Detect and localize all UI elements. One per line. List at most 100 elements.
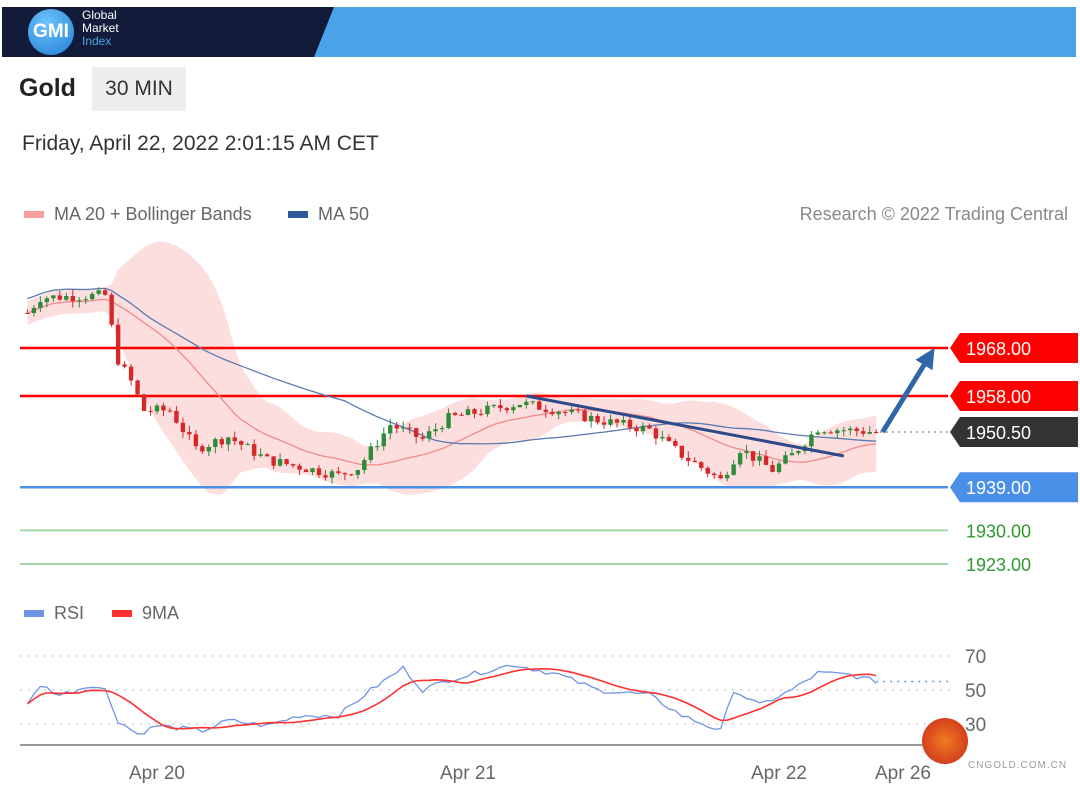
candle-body (264, 454, 270, 457)
candle (375, 440, 380, 451)
candle-body (245, 444, 250, 446)
candle-body (401, 427, 406, 429)
candle-body (70, 296, 75, 302)
candle-body (796, 451, 801, 454)
candle (200, 444, 205, 454)
candle-body (498, 405, 503, 409)
candle (420, 432, 425, 442)
rsi-swatch (24, 610, 44, 617)
candle-body (543, 409, 548, 412)
candle (355, 469, 361, 479)
candle (433, 423, 438, 437)
candle-body (750, 451, 756, 461)
candle (601, 416, 607, 429)
candle (640, 422, 646, 435)
candle-body (51, 295, 56, 299)
candle-body (809, 434, 814, 447)
candle-body (472, 409, 477, 414)
candle (459, 412, 464, 416)
candle (83, 296, 88, 304)
candle-body (310, 468, 315, 473)
candle (595, 413, 600, 425)
candle (284, 458, 289, 466)
candle-body (394, 425, 399, 429)
timeframe-badge[interactable]: 30 MIN (92, 67, 186, 111)
candle (70, 289, 75, 308)
level-label-box-1939.00 (950, 472, 1078, 503)
candle-body (822, 432, 827, 434)
candle (174, 405, 179, 424)
candle (310, 467, 315, 475)
candle (822, 431, 827, 435)
candle (478, 408, 484, 417)
candle-body (776, 463, 782, 472)
candle (841, 426, 846, 437)
candle-body (258, 454, 263, 456)
rsi-tick-label: 30 (965, 715, 986, 736)
candle-body (828, 432, 834, 434)
legend-rsi-ma: 9MA (112, 603, 179, 624)
candle-body (277, 459, 283, 466)
gmi-logo[interactable]: GMI (28, 9, 74, 55)
candle-body (323, 475, 328, 478)
candle (627, 416, 633, 432)
candle-body (226, 437, 231, 445)
candle-body (375, 446, 380, 448)
candle (135, 379, 140, 396)
candle-body (452, 412, 458, 415)
candle (712, 472, 717, 480)
candle (141, 393, 147, 412)
candle (854, 426, 859, 437)
candle-body (174, 410, 179, 423)
candle-body (57, 295, 63, 300)
candle (44, 296, 50, 308)
candle-body (213, 439, 218, 448)
candle (498, 399, 503, 412)
candle (679, 445, 685, 461)
candle (446, 408, 451, 430)
candle-body (459, 414, 464, 416)
candle-body (38, 302, 43, 308)
candle-body (161, 405, 166, 411)
candle (25, 309, 30, 314)
candle (167, 407, 173, 413)
candle-body (135, 380, 140, 395)
candle (686, 451, 691, 467)
candle (154, 403, 160, 415)
candle (316, 465, 322, 478)
logo-line-3: Index (82, 34, 112, 48)
candle-body (744, 451, 749, 454)
x-tick-label: Apr 21 (440, 763, 496, 784)
candle-body (686, 457, 691, 461)
candle (290, 463, 296, 468)
candle-body (867, 431, 872, 434)
candle-body (608, 419, 613, 425)
candle-body (154, 405, 160, 412)
candle (368, 442, 374, 463)
rsi-ma-swatch (112, 610, 132, 617)
candle (407, 423, 412, 434)
candle (699, 461, 704, 472)
candle-body (770, 464, 775, 472)
level-label-box-1958.00 (950, 381, 1078, 411)
cngold-watermark-site: CNGOLD.COM.CN (968, 760, 1068, 771)
candle (673, 438, 678, 448)
candle-body (582, 410, 587, 422)
candle (666, 434, 672, 442)
candle-body (737, 453, 743, 465)
candle (796, 450, 801, 456)
candle-body (109, 294, 114, 325)
candle (297, 463, 302, 475)
candle (848, 426, 853, 436)
level-label-1958.00: 1958.00 (966, 387, 1031, 407)
candle (731, 460, 736, 476)
legend-rsi: RSI (24, 603, 84, 624)
logo-line-2: Market (82, 21, 119, 35)
candle-body (446, 412, 451, 429)
candle (614, 418, 620, 428)
candle (692, 457, 697, 463)
candle (485, 401, 490, 417)
candle (388, 418, 393, 440)
candle (660, 430, 665, 442)
candle (815, 430, 821, 436)
